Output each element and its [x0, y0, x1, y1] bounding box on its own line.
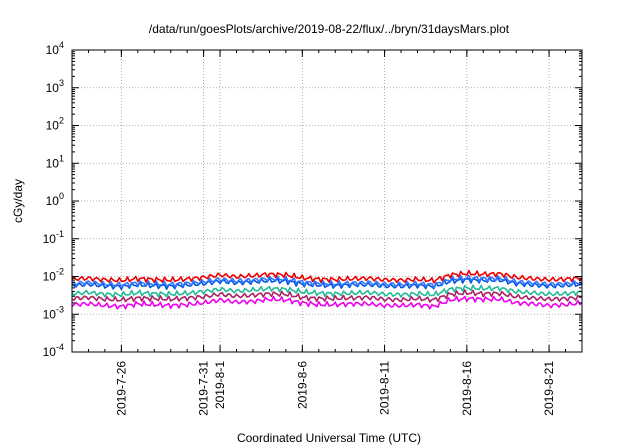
x-axis-label: Coordinated Universal Time (UTC)	[237, 431, 421, 445]
x-axis: 2019-7-26 2019-7-31 2019-8-1 2019-8-6 2019-8…	[71, 50, 583, 416]
x-tick-label: 2019-7-26	[114, 361, 128, 416]
x-tick-label: 2019-8-1	[213, 361, 227, 409]
y-tick-label: 10-4	[43, 342, 64, 359]
x-tick-label: 2019-8-11	[378, 361, 392, 415]
x-tick-label: 2019-7-31	[197, 361, 211, 416]
y-tick-label: 10-1	[43, 229, 64, 246]
x-tick-label: 2019-8-16	[460, 361, 474, 416]
series-line	[71, 274, 583, 289]
grid-lines	[72, 50, 582, 352]
y-axis-label: cGy/day	[11, 179, 25, 223]
y-axis: 10-4 10-3 10-2 10-1 100 101 102 103 104	[43, 40, 582, 359]
series-line	[71, 295, 583, 310]
chart-title: /data/run/goesPlots/archive/2019-08-22/f…	[149, 22, 510, 36]
y-tick-label: 100	[46, 191, 64, 208]
data-series	[71, 269, 583, 310]
y-tick-label: 10-3	[43, 304, 64, 321]
y-tick-label: 104	[46, 40, 64, 57]
series-line	[71, 269, 583, 284]
y-tick-label: 10-2	[43, 267, 64, 284]
x-tick-label: 2019-8-21	[542, 361, 556, 416]
series-line	[71, 289, 583, 303]
y-tick-label: 102	[46, 116, 64, 133]
y-tick-label: 101	[46, 153, 64, 170]
x-tick-label: 2019-8-6	[295, 361, 309, 409]
series-line	[71, 284, 583, 298]
y-tick-label: 103	[46, 78, 64, 95]
